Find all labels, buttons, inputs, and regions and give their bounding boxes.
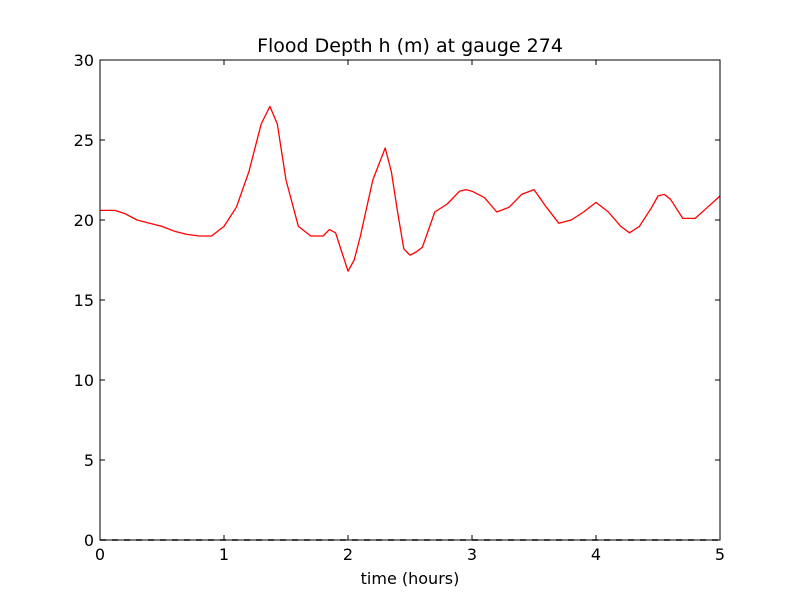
plot-area [100,60,720,540]
x-tick-label: 2 [343,545,353,564]
x-tick-label: 0 [95,545,105,564]
x-tick-label: 5 [715,545,725,564]
flood-depth-line [100,105,721,272]
y-tick-label: 0 [84,531,94,550]
x-axis-label: time (hours) [361,569,460,588]
y-tick-label: 20 [74,211,94,230]
y-tick-label: 5 [84,451,94,470]
x-tick-label: 4 [591,545,601,564]
y-tick-label: 30 [74,51,94,70]
y-tick-label: 25 [74,131,94,150]
y-tick-label: 10 [74,371,94,390]
x-tick-label: 3 [467,545,477,564]
y-tick-label: 15 [74,291,94,310]
tick-layer: 0 1 2 3 4 5 0 5 10 15 20 25 30 [74,51,725,564]
x-tick-label: 1 [219,545,229,564]
chart-title: Flood Depth h (m) at gauge 274 [257,35,563,57]
